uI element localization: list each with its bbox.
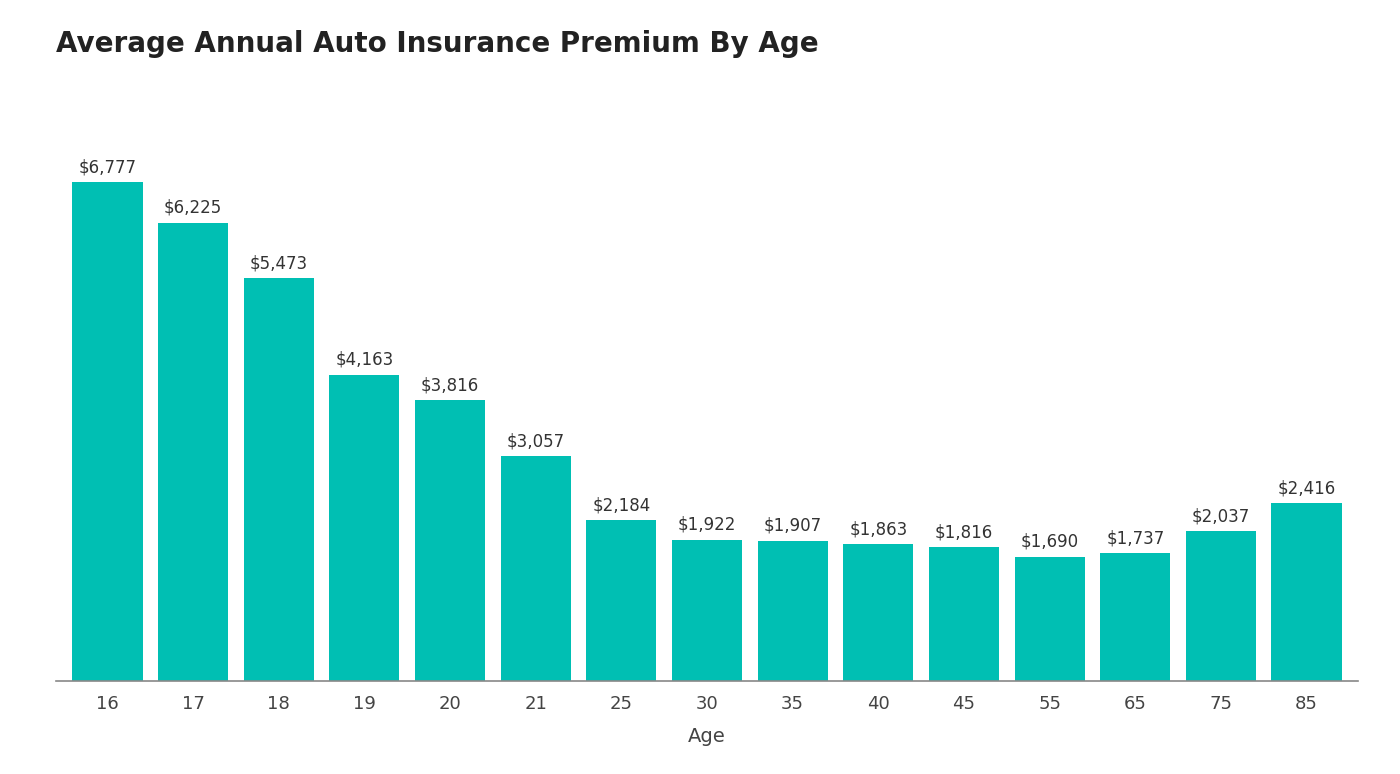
Bar bbox=[158, 223, 228, 681]
Text: $2,416: $2,416 bbox=[1277, 479, 1336, 498]
Text: $2,184: $2,184 bbox=[592, 496, 651, 515]
Bar bbox=[501, 456, 571, 681]
Text: $3,057: $3,057 bbox=[507, 432, 564, 450]
Bar bbox=[672, 539, 742, 681]
Bar bbox=[1271, 503, 1341, 681]
Bar bbox=[1186, 531, 1256, 681]
Text: $1,863: $1,863 bbox=[850, 520, 907, 538]
Bar bbox=[1015, 557, 1085, 681]
Bar bbox=[587, 520, 657, 681]
Text: $1,690: $1,690 bbox=[1021, 533, 1078, 551]
Bar bbox=[843, 544, 913, 681]
Bar bbox=[414, 400, 486, 681]
Bar bbox=[329, 375, 399, 681]
Text: $6,777: $6,777 bbox=[78, 158, 136, 176]
Bar bbox=[1100, 553, 1170, 681]
Text: $6,225: $6,225 bbox=[164, 199, 223, 217]
X-axis label: Age: Age bbox=[689, 727, 725, 746]
Text: $2,037: $2,037 bbox=[1191, 507, 1250, 526]
Text: $5,473: $5,473 bbox=[249, 255, 308, 272]
Text: $1,922: $1,922 bbox=[678, 515, 736, 534]
Text: Average Annual Auto Insurance Premium By Age: Average Annual Auto Insurance Premium By… bbox=[56, 30, 819, 58]
Bar bbox=[757, 541, 827, 681]
Text: $1,737: $1,737 bbox=[1106, 529, 1165, 547]
Text: $4,163: $4,163 bbox=[335, 351, 393, 368]
Text: $1,816: $1,816 bbox=[935, 523, 993, 542]
Bar bbox=[73, 182, 143, 681]
Bar bbox=[928, 547, 1000, 681]
Text: $1,907: $1,907 bbox=[763, 517, 822, 535]
Bar bbox=[244, 278, 314, 681]
Text: $3,816: $3,816 bbox=[421, 376, 479, 394]
